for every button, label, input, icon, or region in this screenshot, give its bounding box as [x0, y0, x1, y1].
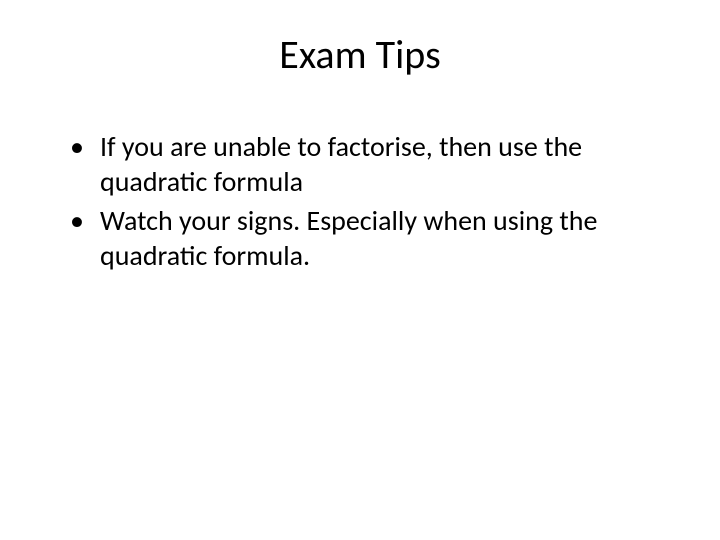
slide-container: Exam Tips If you are unable to factorise…	[0, 0, 720, 540]
bullet-list: If you are unable to factorise, then use…	[50, 129, 670, 273]
slide-title: Exam Tips	[50, 30, 670, 79]
list-item: Watch your signs. Especially when using …	[70, 203, 670, 273]
list-item: If you are unable to factorise, then use…	[70, 129, 670, 199]
